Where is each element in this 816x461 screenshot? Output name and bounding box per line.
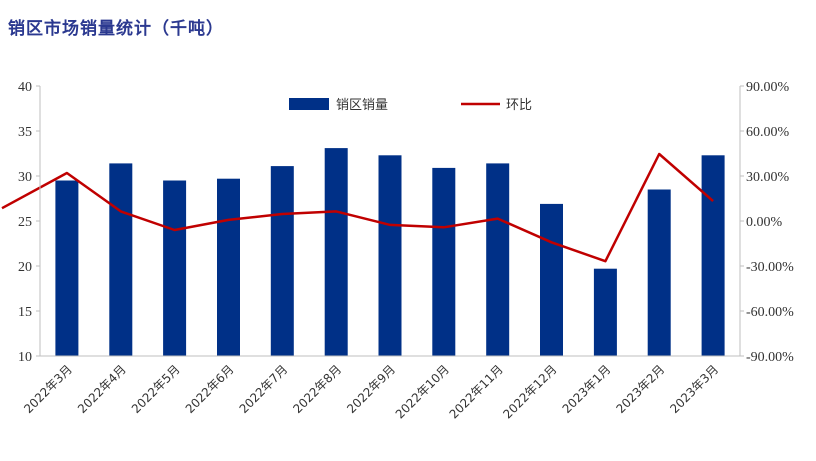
y-right-tick-6: 90.00% bbox=[746, 80, 790, 95]
chart-title: 销区市场销量统计（千吨） bbox=[8, 19, 224, 39]
bar-4 bbox=[270, 166, 294, 356]
bar-9 bbox=[540, 203, 563, 356]
y-left-tick-2: 20 bbox=[18, 260, 32, 275]
y-right-tick-4: 30.00% bbox=[746, 170, 790, 185]
y-right-tick-1: -60.00% bbox=[746, 305, 794, 320]
legend-swatch-bar bbox=[289, 98, 329, 110]
axes-layer: 10 15 20 25 30 35 40 -90.00% -60.00% -30.00% 0.00%… bbox=[18, 80, 794, 421]
x-tick-8: 2022年11月 bbox=[447, 362, 506, 421]
x-tick-12: 2023年3月 bbox=[667, 362, 721, 416]
bar-2 bbox=[163, 180, 187, 356]
x-tick-10: 2023年1月 bbox=[560, 362, 614, 416]
bar-12 bbox=[701, 155, 725, 356]
bar-3 bbox=[217, 178, 240, 356]
bar-1 bbox=[109, 163, 133, 356]
y-right-tick-3: 0.00% bbox=[746, 215, 783, 230]
legend-label-bar: 销区销量 bbox=[336, 98, 388, 113]
y-left-tick-5: 35 bbox=[18, 125, 32, 140]
bar-5 bbox=[324, 148, 348, 356]
bar-8 bbox=[486, 163, 510, 356]
legend-layer: 销区销量 环比 bbox=[289, 98, 532, 113]
x-tick-5: 2022年8月 bbox=[290, 362, 344, 416]
bar-11 bbox=[647, 189, 671, 356]
bar-6 bbox=[378, 155, 402, 356]
bar-0 bbox=[55, 180, 79, 356]
y-left-tick-4: 30 bbox=[18, 170, 32, 185]
x-tick-1: 2022年4月 bbox=[75, 362, 129, 416]
legend-label-line: 环比 bbox=[506, 98, 532, 113]
y-left-tick-1: 15 bbox=[18, 305, 32, 320]
x-tick-2: 2022年5月 bbox=[129, 362, 183, 416]
bar-7 bbox=[432, 167, 456, 356]
y-right-tick-2: -30.00% bbox=[746, 260, 794, 275]
y-left-tick-3: 25 bbox=[18, 215, 32, 230]
y-left-tick-0: 10 bbox=[18, 350, 32, 365]
bars-layer bbox=[55, 148, 725, 356]
series-line-huanbi bbox=[1, 152, 714, 263]
y-right-tick-0: -90.00% bbox=[746, 350, 794, 365]
y-left-tick-6: 40 bbox=[18, 80, 32, 95]
x-tick-7: 2022年10月 bbox=[393, 362, 452, 421]
y-right-tick-5: 60.00% bbox=[746, 125, 790, 140]
x-tick-9: 2022年12月 bbox=[500, 362, 559, 421]
x-tick-3: 2022年6月 bbox=[183, 362, 237, 416]
line-layer bbox=[1, 152, 714, 263]
x-tick-4: 2022年7月 bbox=[237, 362, 291, 416]
bar-10 bbox=[593, 268, 617, 356]
x-tick-0: 2022年3月 bbox=[21, 362, 75, 416]
x-tick-11: 2023年2月 bbox=[613, 362, 667, 416]
x-tick-6: 2022年9月 bbox=[344, 362, 398, 416]
